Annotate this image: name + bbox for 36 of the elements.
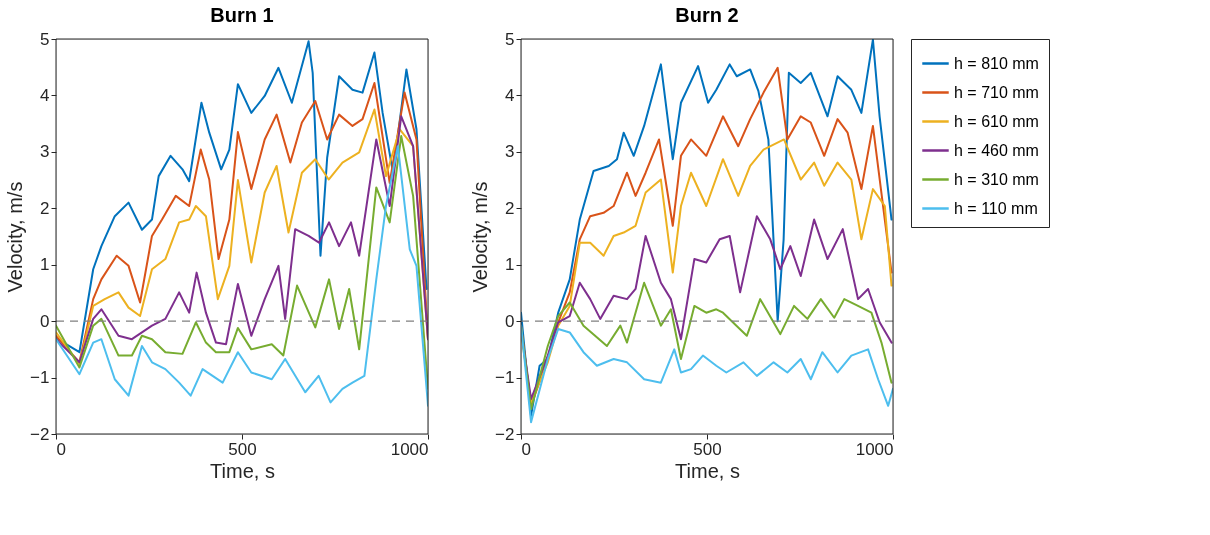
y-tick-label: −1 [495, 368, 515, 388]
x-axis-title: Time, s [675, 459, 740, 482]
x-axis-title: Time, s [210, 459, 275, 482]
y-tick-label: 2 [40, 198, 50, 218]
y-tick-label: 2 [505, 198, 515, 218]
x-tick-label: 500 [228, 439, 257, 459]
legend-label: h = 810 mm [954, 54, 1039, 72]
chart-title: Burn 1 [210, 4, 274, 26]
y-tick-label: 0 [505, 311, 515, 331]
legend-label: h = 710 mm [954, 83, 1039, 101]
y-tick-label: 0 [40, 311, 50, 331]
x-tick-label: 1000 [855, 439, 894, 459]
y-tick-label: 4 [40, 85, 50, 105]
x-tick-label: 500 [693, 439, 722, 459]
y-tick-label: 5 [40, 29, 50, 49]
legend-label: h = 610 mm [954, 112, 1039, 130]
y-tick-label: −2 [495, 424, 515, 444]
x-tick-label: 0 [521, 439, 531, 459]
y-tick-label: −2 [30, 424, 50, 444]
y-tick-label: 4 [505, 85, 515, 105]
x-tick-label: 0 [56, 439, 66, 459]
x-tick-label: 1000 [390, 439, 429, 459]
y-tick-label: 3 [505, 142, 515, 162]
line-series [521, 215, 893, 401]
chart-title: Burn 2 [675, 4, 739, 26]
y-axis-title: Velocity, m/s [4, 181, 27, 293]
y-tick-label: 1 [505, 255, 515, 275]
y-tick-label: −1 [30, 368, 50, 388]
line-series [521, 281, 893, 411]
legend-label: h = 460 mm [954, 141, 1039, 159]
legend-label: h = 110 mm [954, 199, 1038, 217]
y-tick-label: 5 [505, 29, 515, 49]
y-axis-title: Velocity, m/s [469, 181, 492, 293]
y-tick-label: 3 [40, 142, 50, 162]
legend-label: h = 310 mm [954, 170, 1039, 188]
y-tick-label: 1 [40, 255, 50, 275]
